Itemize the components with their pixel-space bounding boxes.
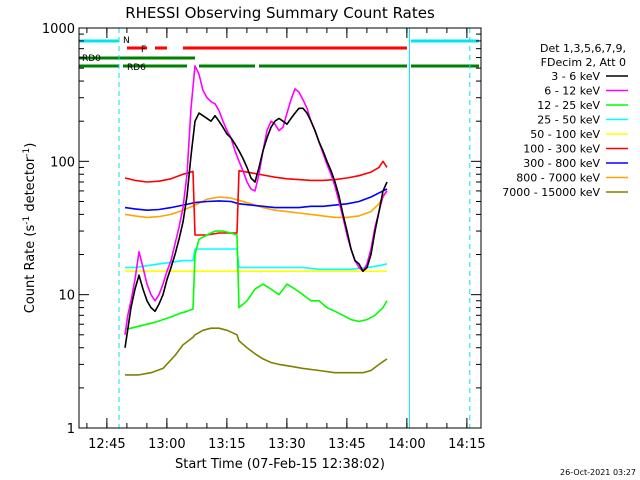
y-tick-label: 1 bbox=[67, 422, 75, 437]
x-tick-label: 13:15 bbox=[208, 437, 245, 452]
series-line bbox=[124, 160, 388, 236]
y-tick-label: 1000 bbox=[42, 22, 75, 37]
flag-label: RD6 bbox=[127, 63, 146, 73]
y-tick-label: 100 bbox=[50, 155, 75, 170]
x-tick-label: 13:30 bbox=[268, 437, 305, 452]
legend-label: 7000 - 15000 keV bbox=[502, 186, 600, 199]
x-tick-label: 14:15 bbox=[448, 437, 485, 452]
legend-header-line: FDecim 2, Att 0 bbox=[541, 56, 626, 69]
series-line bbox=[124, 230, 388, 331]
chart-title: RHESSI Observing Summary Count Rates bbox=[125, 4, 435, 22]
legend-label: 50 - 100 keV bbox=[530, 128, 600, 141]
legend-header-line: Det 1,3,5,6,7,9, bbox=[540, 42, 626, 55]
legend-label: 100 - 300 keV bbox=[523, 143, 600, 156]
series-line bbox=[124, 188, 388, 211]
series-line bbox=[125, 248, 388, 271]
plot-area: N F RD0 RD6 1 10 100 1000 12:45 13:00 13:15 13:30… bbox=[42, 22, 486, 452]
y-axis-label: Count Rate (s-1 detector-1) bbox=[22, 143, 38, 314]
x-tick-label: 14:00 bbox=[388, 437, 425, 452]
flag-label: N bbox=[123, 36, 130, 46]
legend-label: 6 - 12 keV bbox=[544, 85, 600, 98]
legend-label: 3 - 6 keV bbox=[551, 70, 600, 83]
legend-label: 25 - 50 keV bbox=[537, 114, 600, 127]
y-tick-label: 10 bbox=[58, 289, 75, 304]
x-tick-label: 13:00 bbox=[148, 437, 185, 452]
plot-frame bbox=[78, 27, 482, 429]
series-line bbox=[125, 327, 388, 376]
legend-header: Det 1,3,5,6,7,9,FDecim 2, Att 0 bbox=[540, 42, 626, 69]
timestamp: 26-Oct-2021 03:27 bbox=[560, 468, 636, 477]
series-line bbox=[124, 65, 388, 335]
x-tick-label: 12:45 bbox=[88, 437, 125, 452]
legend-label: 300 - 800 keV bbox=[523, 157, 600, 170]
flag-label: F bbox=[141, 45, 146, 55]
legend-label: 800 - 7000 keV bbox=[516, 172, 600, 185]
x-axis-label: Start Time (07-Feb-15 12:38:02) bbox=[175, 457, 385, 472]
series-line bbox=[124, 107, 388, 348]
x-tick-label: 13:45 bbox=[328, 437, 365, 452]
flag-label: RD0 bbox=[82, 54, 101, 64]
legend-label: 12 - 25 keV bbox=[537, 99, 600, 112]
